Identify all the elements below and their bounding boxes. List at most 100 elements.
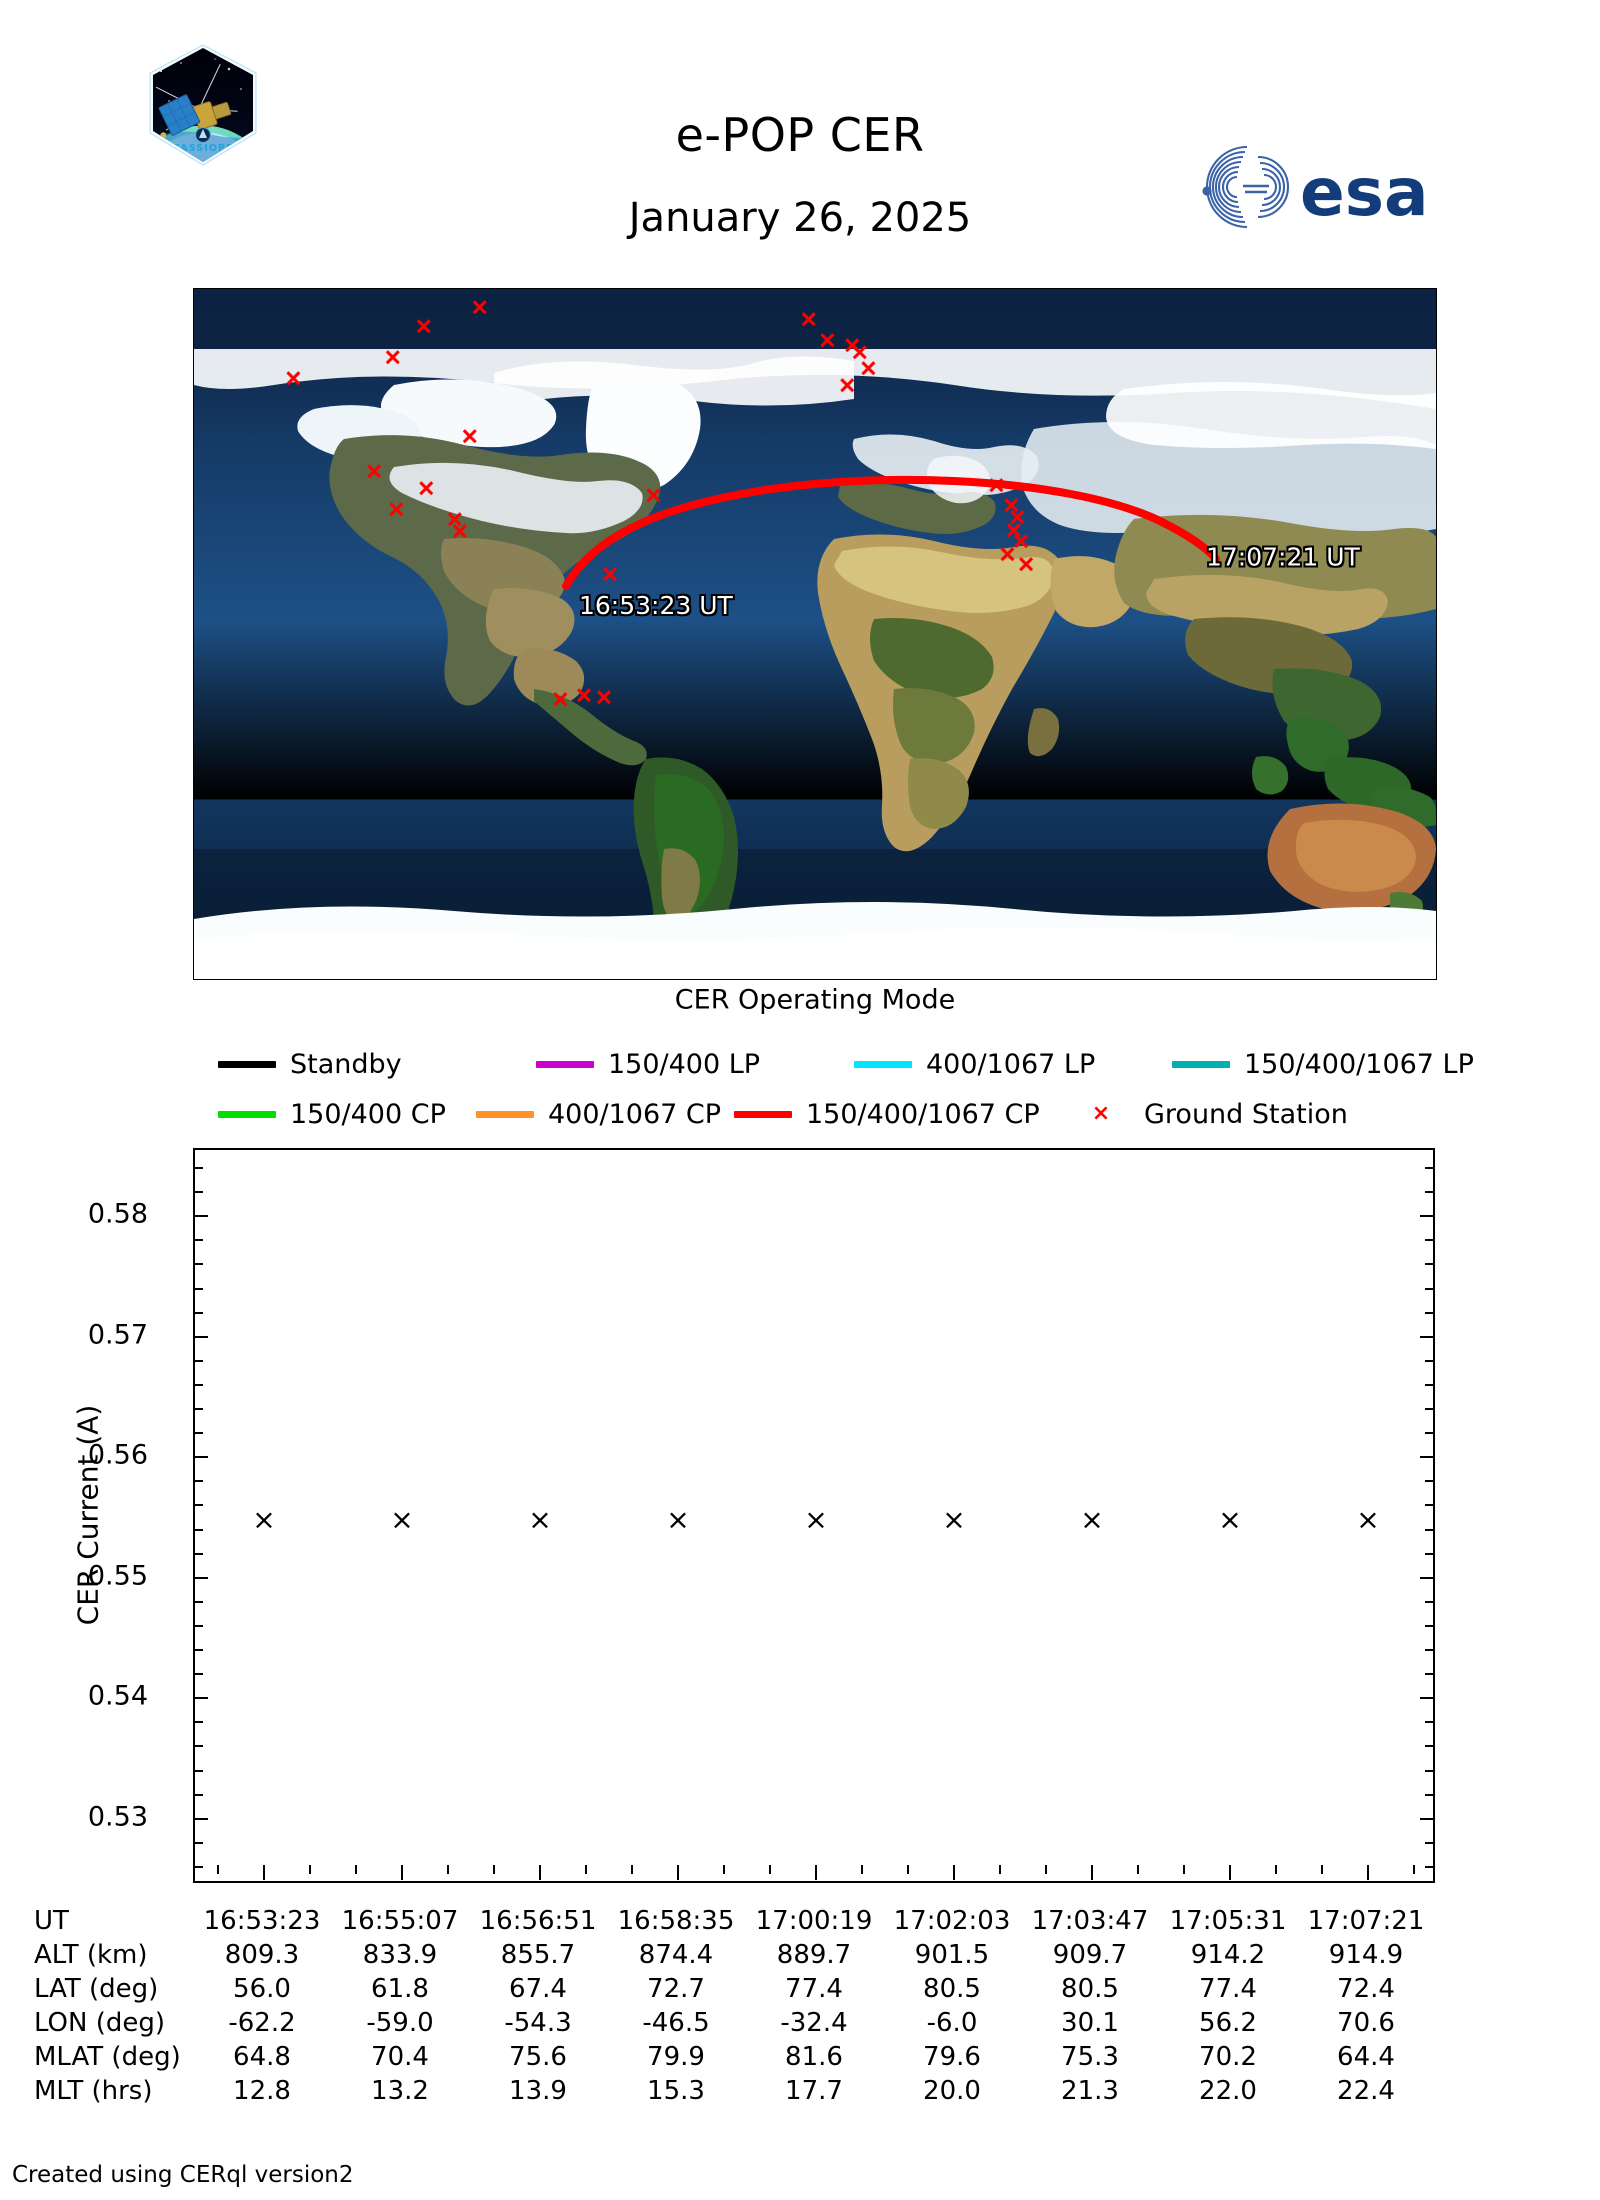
cer-current-plot: × × × × × × × × ×: [193, 1148, 1435, 1883]
y-tick-label: 0.57: [87, 1319, 148, 1351]
legend-color-swatch: [218, 1110, 276, 1118]
table-cell: 16:55:07: [341, 1906, 459, 1936]
data-point-marker: ×: [1218, 1502, 1242, 1536]
table-cell: 909.7: [1052, 1940, 1128, 1970]
table-cell: 70.6: [1337, 2008, 1395, 2038]
table-cell: 889.7: [776, 1940, 852, 1970]
table-cell: 30.1: [1061, 2008, 1119, 2038]
legend-label: 400/1067 LP: [926, 1048, 1096, 1080]
y-tick-minor: [195, 1745, 203, 1748]
y-tick-minor: [1425, 1311, 1433, 1314]
table-cell: 77.4: [1199, 1974, 1257, 2004]
ground-station-marker: ×: [550, 686, 571, 713]
esa-logo-text: esa: [1300, 154, 1429, 231]
x-tick-minor: [217, 1865, 219, 1874]
table-cell: 72.4: [1337, 1974, 1395, 2004]
legend-title: CER Operating Mode: [674, 984, 956, 1016]
y-tick-minor: [195, 1721, 203, 1724]
table-cell: 79.9: [647, 2042, 705, 2072]
x-tick-minor: [1045, 1865, 1047, 1874]
y-tick-major: [1420, 1576, 1433, 1579]
ephemeris-table: UT 16:53:23 16:55:07 16:56:51 16:58:35 17:00:…: [0, 1893, 1600, 2123]
x-tick-minor: [1413, 1865, 1415, 1874]
table-cell: 17:03:47: [1031, 1906, 1149, 1936]
legend-row-2: 150/400 CP 400/1067 CP 150/400/1067 CP × Gro…: [218, 1090, 1438, 1138]
x-tick-minor: [1275, 1865, 1277, 1874]
table-cell: 21.3: [1061, 2076, 1119, 2106]
esa-logo: esa: [1165, 139, 1455, 235]
x-tick-major: [1229, 1865, 1231, 1880]
y-tick-minor: [195, 1359, 203, 1362]
y-tick-minor: [195, 1432, 203, 1435]
y-tick-minor: [195, 1167, 203, 1170]
data-point-marker: ×: [666, 1502, 690, 1536]
table-cell: 833.9: [362, 1940, 438, 1970]
y-tick-minor: [195, 1528, 203, 1531]
table-cell: 16:53:23: [203, 1906, 321, 1936]
data-point-marker: ×: [942, 1502, 966, 1536]
x-tick-minor: [861, 1865, 863, 1874]
page-date: January 26, 2025: [628, 195, 972, 241]
table-cell: 22.0: [1199, 2076, 1257, 2106]
x-tick-major: [677, 1865, 679, 1880]
ground-station-marker: ×: [470, 294, 490, 321]
table-cell: 75.3: [1061, 2042, 1119, 2072]
table-cell: 15.3: [647, 2076, 705, 2106]
legend-color-swatch: [854, 1060, 912, 1068]
x-tick-minor: [585, 1865, 587, 1874]
legend-item-ground-station: × Ground Station: [1072, 1090, 1348, 1138]
table-cell: 17:07:21: [1307, 1906, 1425, 1936]
ground-station-marker: ×: [858, 355, 879, 382]
table-cell: 67.4: [509, 1974, 567, 2004]
ground-station-marker: ×: [986, 472, 1006, 499]
y-tick-minor: [1425, 1865, 1433, 1868]
table-row-label: MLT (hrs): [34, 2076, 153, 2106]
table-cell: 20.0: [923, 2076, 981, 2106]
y-tick-minor: [1425, 1191, 1433, 1194]
y-tick-major: [1420, 1215, 1433, 1218]
ground-station-marker: ×: [386, 496, 407, 523]
y-tick-minor: [195, 1504, 203, 1507]
y-tick-minor: [1425, 1673, 1433, 1676]
esa-swirl-icon: [1202, 145, 1289, 229]
table-cell: 16:58:35: [617, 1906, 735, 1936]
y-tick-minor: [1425, 1359, 1433, 1362]
x-tick-minor: [1183, 1865, 1185, 1874]
ground-station-marker: ×: [1004, 517, 1024, 543]
table-cell: 901.5: [914, 1940, 990, 1970]
ground-station-marker: ×: [1016, 551, 1036, 578]
table-cell: 17:02:03: [893, 1906, 1011, 1936]
ground-station-marker: ×: [460, 423, 480, 450]
ground-station-marker: ×: [799, 306, 819, 333]
legend-label: 400/1067 CP: [548, 1098, 722, 1130]
ground-station-marker: ×: [283, 365, 303, 392]
y-tick-minor: [195, 1865, 203, 1868]
y-tick-minor: [195, 1673, 203, 1676]
table-cell: 12.8: [233, 2076, 291, 2106]
legend-label: Standby: [290, 1048, 402, 1080]
y-tick-label: 0.55: [87, 1560, 148, 1592]
table-cell: 77.4: [785, 1974, 843, 2004]
y-tick-major: [1420, 1335, 1433, 1338]
table-cell: 64.8: [233, 2042, 291, 2072]
y-tick-minor: [1425, 1793, 1433, 1796]
ground-station-marker: ×: [416, 475, 436, 502]
cassiope-logo: CASSIOPE: [141, 43, 265, 167]
y-tick-minor: [195, 1552, 203, 1555]
y-tick-major: [195, 1456, 208, 1459]
y-tick-minor: [195, 1769, 203, 1772]
y-tick-major: [195, 1817, 208, 1820]
orbit-end-time-label: 17:07:21 UT: [1206, 542, 1360, 572]
y-tick-major: [1420, 1697, 1433, 1700]
y-tick-minor: [195, 1311, 203, 1314]
y-tick-label: 0.56: [87, 1439, 148, 1471]
legend-color-swatch: [218, 1060, 276, 1068]
ground-station-marker: ×: [1007, 504, 1028, 531]
legend-color-swatch: [536, 1060, 594, 1068]
ground-station-marker: ×: [1001, 492, 1021, 519]
table-cell: 80.5: [1061, 1974, 1119, 2004]
cassiope-logo-text: CASSIOPE: [172, 143, 233, 154]
legend-item-150-400-1067-lp: 150/400/1067 LP: [1172, 1040, 1474, 1088]
table-cell: 80.5: [923, 1974, 981, 2004]
y-axis-title: CER Current (A): [71, 1404, 105, 1626]
